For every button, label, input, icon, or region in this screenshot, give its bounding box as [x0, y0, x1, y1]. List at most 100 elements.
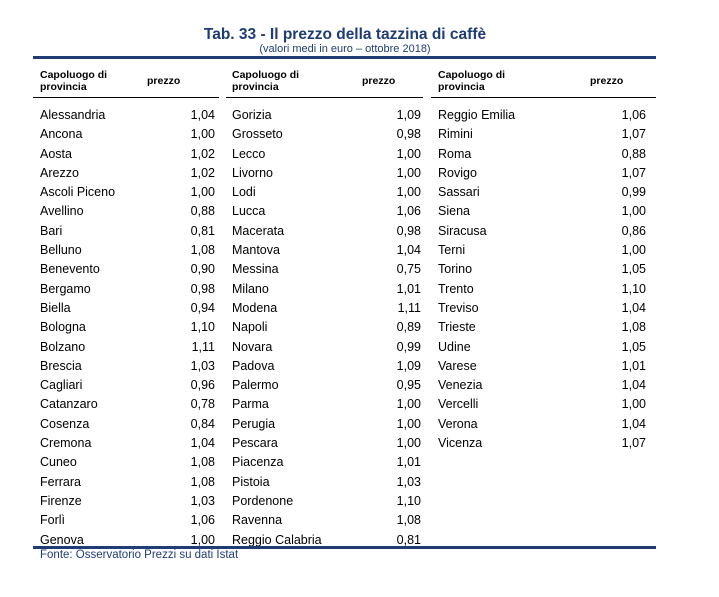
table-row: Milano 1,01: [232, 280, 421, 299]
table-row: Mantova 1,04: [232, 241, 421, 260]
city-name: Roma: [438, 146, 472, 161]
coffee-price: 1,07: [621, 165, 646, 180]
table-row: Novara 0,99: [232, 338, 421, 357]
coffee-price: 1,08: [190, 474, 215, 489]
city-name: Aosta: [40, 146, 72, 161]
city-name: Forlì: [40, 513, 65, 528]
header-rule-1: [33, 97, 219, 98]
coffee-price: 1,10: [396, 493, 421, 508]
city-name: Avellino: [40, 204, 84, 219]
coffee-price: 1,02: [190, 165, 215, 180]
coffee-price: 1,08: [396, 513, 421, 528]
table-row: Pescara 1,00: [232, 434, 421, 453]
table-row: Lucca 1,06: [232, 202, 421, 221]
table-row: Genova 1,00: [40, 531, 215, 550]
city-name: Biella: [40, 300, 71, 315]
city-name: Trento: [438, 281, 474, 296]
coffee-price: 1,00: [396, 436, 421, 451]
coffee-price: 1,00: [621, 204, 646, 219]
coffee-price: 1,10: [190, 320, 215, 335]
table-row: Firenze 1,03: [40, 492, 215, 511]
price-column-2: Gorizia 1,09 Grosseto 0,98 Lecco 1,00 Livorno 1…: [232, 106, 421, 550]
city-name: Siracusa: [438, 223, 487, 238]
coffee-price: 1,00: [396, 165, 421, 180]
coffee-price: 0,98: [396, 127, 421, 142]
table-row: Macerata 0,98: [232, 222, 421, 241]
table-row: Rimini 1,07: [438, 125, 646, 144]
table-row: Arezzo 1,02: [40, 164, 215, 183]
coffee-price: 0,90: [190, 262, 215, 277]
coffee-price: 0,98: [396, 223, 421, 238]
coffee-price: 1,06: [190, 513, 215, 528]
table-row: Biella 0,94: [40, 299, 215, 318]
coffee-price: 1,04: [621, 378, 646, 393]
table-row: Roma 0,88: [438, 145, 646, 164]
coffee-price: 1,03: [190, 493, 215, 508]
table-row: Trento 1,10: [438, 280, 646, 299]
price-column-1: Alessandria 1,04 Ancona 1,00 Aosta 1,02 Arezzo…: [40, 106, 215, 550]
bottom-rule: [33, 546, 656, 549]
coffee-price: 0,98: [190, 281, 215, 296]
table-row: Varese 1,01: [438, 357, 646, 376]
city-name: Sassari: [438, 185, 480, 200]
table-row: Lodi 1,00: [232, 183, 421, 202]
city-name: Genova: [40, 532, 84, 547]
coffee-price: 1,04: [621, 416, 646, 431]
table-row: Cagliari 0,96: [40, 376, 215, 395]
table-row: Bari 0,81: [40, 222, 215, 241]
coffee-price: 1,08: [190, 455, 215, 470]
coffee-price: 0,96: [190, 378, 215, 393]
coffee-price: 1,09: [396, 358, 421, 373]
city-name: Perugia: [232, 416, 276, 431]
city-name: Cagliari: [40, 378, 83, 393]
coffee-price: 1,04: [396, 243, 421, 258]
coffee-price: 1,00: [190, 185, 215, 200]
table-row: Siracusa 0,86: [438, 222, 646, 241]
city-name: Verona: [438, 416, 478, 431]
coffee-price: 1,01: [396, 281, 421, 296]
city-name: Ravenna: [232, 513, 283, 528]
coffee-price: 0,78: [190, 397, 215, 412]
coffee-price: 1,00: [190, 532, 215, 547]
city-name: Arezzo: [40, 165, 79, 180]
table-row: Gorizia 1,09: [232, 106, 421, 125]
coffee-price: 0,88: [621, 146, 646, 161]
city-name: Livorno: [232, 165, 273, 180]
coffee-price: 0,99: [396, 339, 421, 354]
city-name: Lodi: [232, 185, 256, 200]
coffee-price: 1,00: [396, 146, 421, 161]
city-name: Terni: [438, 243, 466, 258]
city-name: Pordenone: [232, 493, 294, 508]
coffee-price: 0,99: [621, 185, 646, 200]
table-row: Padova 1,09: [232, 357, 421, 376]
city-name: Udine: [438, 339, 471, 354]
city-name: Belluno: [40, 243, 82, 258]
coffee-price: 1,08: [190, 243, 215, 258]
coffee-price: 1,06: [621, 108, 646, 122]
city-name: Padova: [232, 358, 275, 373]
table-row: Parma 1,00: [232, 395, 421, 414]
coffee-price: 0,81: [396, 532, 421, 547]
table-row: Cuneo 1,08: [40, 453, 215, 472]
coffee-price: 1,00: [621, 243, 646, 258]
table-row: Udine 1,05: [438, 338, 646, 357]
city-name: Macerata: [232, 223, 285, 238]
table-row: Belluno 1,08: [40, 241, 215, 260]
city-name: Siena: [438, 204, 470, 219]
coffee-price: 0,84: [190, 416, 215, 431]
coffee-price: 1,00: [190, 127, 215, 142]
city-name: Lecco: [232, 146, 266, 161]
table-row: Modena 1,11: [232, 299, 421, 318]
table-row: Benevento 0,90: [40, 260, 215, 279]
header-rule-2: [226, 97, 423, 98]
city-name: Reggio Calabria: [232, 532, 322, 547]
table-row: Ferrara 1,08: [40, 473, 215, 492]
table-row: Catanzaro 0,78: [40, 395, 215, 414]
table-row: Torino 1,05: [438, 260, 646, 279]
city-name: Pistoia: [232, 474, 270, 489]
city-name: Ascoli Piceno: [40, 185, 116, 200]
table-row: Cremona 1,04: [40, 434, 215, 453]
table-row: Bologna 1,10: [40, 318, 215, 337]
coffee-price: 1,01: [396, 455, 421, 470]
table-row: Forlì 1,06: [40, 511, 215, 530]
